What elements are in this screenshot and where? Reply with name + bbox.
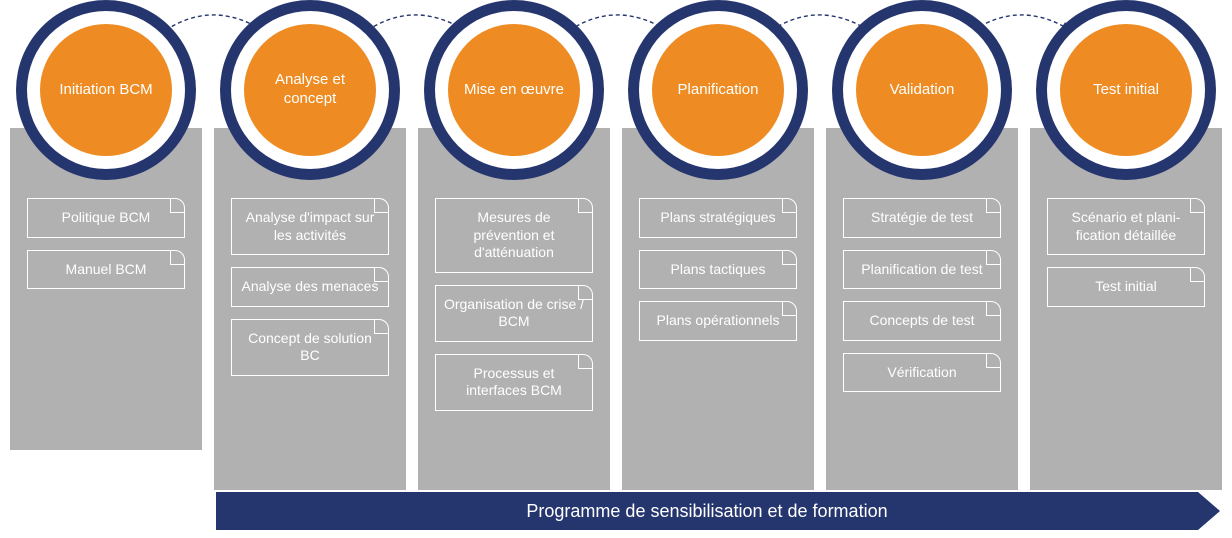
stage-item: Processus et interfaces BCM — [435, 354, 593, 411]
arrow-label: Programme de sensibilisation et de forma… — [216, 492, 1198, 530]
stage-title: Validation — [856, 24, 988, 156]
stage-panel: Scénario et plani-fication détaillée Test… — [1030, 128, 1222, 490]
stage-circle: Mise en œuvre — [424, 0, 604, 180]
stage-panel: Mesures de prévention et d'atténuation Or… — [418, 128, 610, 490]
stage-circle: Test initial — [1036, 0, 1216, 180]
stage-panel: Stratégie de test Planification de test Co… — [826, 128, 1018, 490]
stage-item: Analyse d'impact sur les activités — [231, 198, 389, 255]
arrow-head-icon — [1198, 492, 1220, 530]
stage-item: Stratégie de test — [843, 198, 1001, 238]
stage-column: Analyse d'impact sur les activités Analys… — [214, 0, 406, 490]
stage-title: Mise en œuvre — [448, 24, 580, 156]
stage-item: Concepts de test — [843, 301, 1001, 341]
stage-item: Plans stratégiques — [639, 198, 797, 238]
stage-item: Plans tactiques — [639, 250, 797, 290]
stage-circle: Validation — [832, 0, 1012, 180]
stage-item: Analyse des menaces — [231, 267, 389, 307]
stage-panel: Plans stratégiques Plans tactiques Plans o… — [622, 128, 814, 490]
stage-circle: Initiation BCM — [16, 0, 196, 180]
stage-column: Scénario et plani-fication détaillée Test… — [1030, 0, 1222, 490]
stage-item: Vérification — [843, 353, 1001, 393]
training-program-arrow: Programme de sensibilisation et de forma… — [216, 492, 1220, 530]
stage-title: Test initial — [1060, 24, 1192, 156]
stage-item: Scénario et plani-fication détaillée — [1047, 198, 1205, 255]
stage-item: Manuel BCM — [27, 250, 185, 290]
stage-column: Stratégie de test Planification de test Co… — [826, 0, 1018, 490]
stage-item: Planification de test — [843, 250, 1001, 290]
stage-title: Planification — [652, 24, 784, 156]
stage-panel: Analyse d'impact sur les activités Analys… — [214, 128, 406, 490]
stage-item: Plans opérationnels — [639, 301, 797, 341]
stage-item: Organisation de crise / BCM — [435, 285, 593, 342]
stage-item: Politique BCM — [27, 198, 185, 238]
stage-circle: Analyse et concept — [220, 0, 400, 180]
stage-column: Plans stratégiques Plans tactiques Plans o… — [622, 0, 814, 490]
stage-circle: Planification — [628, 0, 808, 180]
stage-item: Concept de solution BC — [231, 319, 389, 376]
bcm-process-diagram: Politique BCM Manuel BCM Initiation BCM Ana… — [0, 0, 1232, 538]
stage-item: Mesures de prévention et d'atténuation — [435, 198, 593, 273]
stage-columns: Politique BCM Manuel BCM Initiation BCM Ana… — [10, 0, 1222, 490]
stage-column: Mesures de prévention et d'atténuation Or… — [418, 0, 610, 490]
stage-title: Analyse et concept — [244, 24, 376, 156]
stage-item: Test initial — [1047, 267, 1205, 307]
stage-column: Politique BCM Manuel BCM Initiation BCM — [10, 0, 202, 490]
stage-title: Initiation BCM — [40, 24, 172, 156]
